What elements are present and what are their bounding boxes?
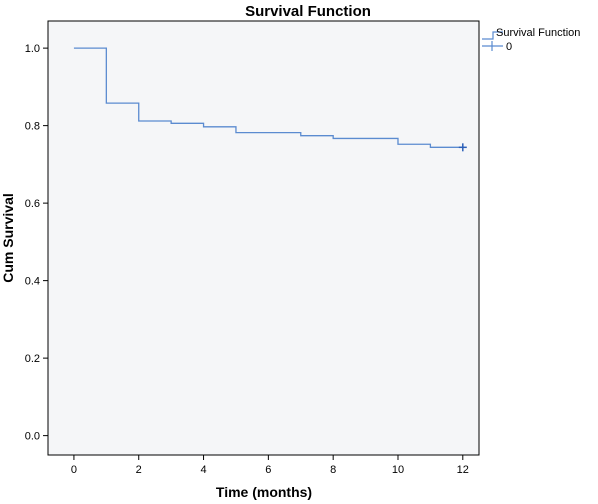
x-tick-label: 0 [71, 464, 77, 476]
legend-label-censored: 0 [506, 41, 512, 53]
x-tick-label: 2 [136, 464, 142, 476]
chart-title: Survival Function [245, 3, 371, 20]
legend-label-survival-function: Survival Function [496, 27, 580, 39]
y-tick-label: 0.6 [25, 198, 40, 210]
legend-item-censored: 0 [482, 41, 512, 53]
y-tick-label: 0.4 [25, 276, 40, 288]
series-layer [73, 47, 467, 152]
survival-step-line [73, 47, 463, 148]
x-tick-label: 12 [457, 464, 469, 476]
y-axis-title: Cum Survival [0, 193, 16, 282]
y-tick-label: 0.0 [25, 431, 40, 443]
axis-ticks: 0 2 4 6 8 10 12 0.0 0.2 0.4 0.6 0.8 1.0 [25, 43, 469, 476]
plot-area [47, 20, 480, 456]
y-tick-label: 1.0 [25, 43, 40, 55]
x-tick-label: 10 [392, 464, 404, 476]
legend-item-survival-function: Survival Function [482, 27, 580, 40]
x-tick-label: 4 [200, 464, 206, 476]
legend: Survival Function 0 [482, 27, 580, 53]
x-tick-label: 8 [330, 464, 336, 476]
step-line-icon [482, 31, 503, 40]
x-tick-label: 6 [265, 464, 271, 476]
y-tick-label: 0.8 [25, 121, 40, 133]
x-axis-title: Time (months) [216, 484, 312, 500]
y-tick-label: 0.2 [25, 353, 40, 365]
